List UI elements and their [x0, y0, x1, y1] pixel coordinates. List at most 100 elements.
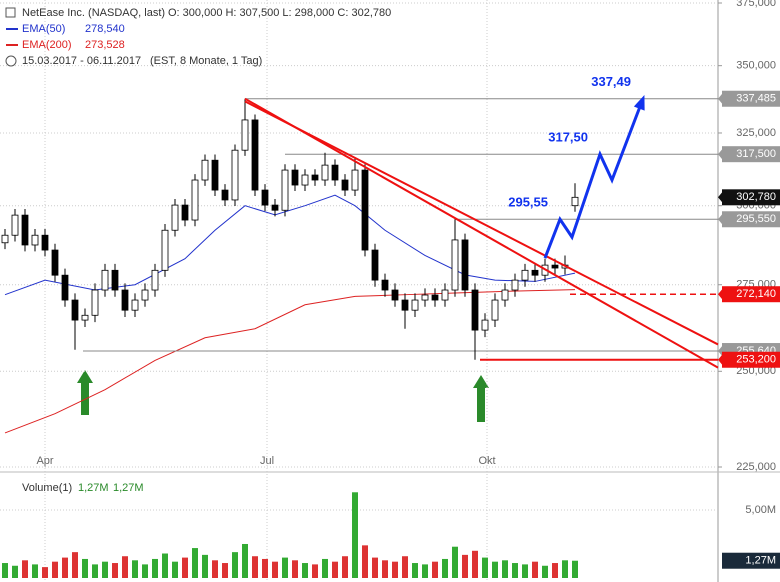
volume-bar — [492, 561, 498, 578]
volume-bar — [512, 563, 518, 578]
candle-body — [241, 119, 249, 151]
volume-bar — [82, 558, 88, 578]
candle-body — [211, 159, 219, 191]
candle-body — [201, 159, 209, 181]
volume-bar — [342, 556, 348, 578]
volume-bar — [562, 560, 568, 578]
volume-bar — [142, 564, 148, 578]
volume-bar — [522, 564, 528, 578]
candle-body — [311, 174, 319, 181]
volume-bar — [222, 563, 228, 578]
candle-body — [461, 239, 469, 291]
candle-body — [351, 169, 359, 191]
volume-bar — [422, 564, 428, 578]
volume-bar — [32, 564, 38, 578]
volume-bar — [232, 552, 238, 578]
volume-bar — [372, 557, 378, 578]
volume-bar — [332, 561, 338, 578]
candle-body — [261, 189, 269, 206]
candle-body — [61, 274, 69, 301]
level-tag-bg — [722, 286, 780, 303]
volume-bar — [242, 543, 248, 578]
candle-body — [431, 294, 439, 301]
range-note: (EST, 8 Monate, 1 Tag) — [150, 55, 262, 67]
level-tag-pointer — [718, 148, 723, 161]
candle-body — [401, 299, 409, 311]
candle-body — [471, 289, 479, 331]
candle-body — [531, 269, 539, 276]
volume-bar — [472, 550, 478, 578]
y-tick-label: 375,000 — [736, 0, 776, 9]
candle-body — [221, 189, 229, 201]
volume-bar — [502, 560, 508, 578]
header: NetEase Inc. (NASDAQ, last) O: 300,000 H… — [5, 7, 780, 569]
arrow — [77, 370, 93, 415]
volume-bar — [402, 556, 408, 578]
level-tag: 253,200 — [736, 354, 776, 366]
arrow-head — [633, 94, 645, 111]
volume-bar — [552, 563, 558, 578]
volume-bar — [162, 553, 168, 578]
last-price-tag: 302,780 — [736, 191, 776, 203]
candle-body — [181, 204, 189, 221]
volume-value: 1,27M — [113, 482, 144, 494]
candle-body — [491, 299, 499, 321]
volume-bar — [442, 558, 448, 578]
volume-bar — [92, 564, 98, 578]
level-tag-bg — [722, 351, 780, 368]
candle-body — [571, 196, 579, 207]
x-tick-label: Jul — [260, 455, 274, 467]
candle-body — [251, 119, 259, 191]
candle-body — [81, 314, 89, 321]
candle-body — [71, 299, 79, 321]
volume-bar — [182, 557, 188, 578]
projection-label: 317,50 — [548, 130, 588, 145]
candle-body — [141, 289, 149, 301]
candle-body — [521, 269, 529, 281]
level-tag-bg — [722, 211, 780, 228]
y-tick-label: 225,000 — [736, 461, 776, 473]
level-tag: 337,485 — [736, 93, 776, 105]
volume-bar — [152, 558, 158, 578]
ema-line — [4, 289, 576, 434]
candle-body — [21, 214, 29, 246]
candle-body — [101, 269, 109, 291]
candle-body — [171, 204, 179, 231]
level-tag: 272,140 — [736, 288, 776, 300]
volume-bar — [272, 561, 278, 578]
candle-body — [161, 229, 169, 271]
icon — [5, 7, 16, 18]
volume-bar — [252, 556, 258, 578]
candle-body — [481, 319, 489, 331]
volume-bar — [452, 546, 458, 578]
volume-bar — [302, 563, 308, 578]
candle-body — [131, 299, 139, 311]
level-tag-pointer — [718, 345, 723, 358]
candle-body — [361, 169, 369, 251]
projection-label: 295,55 — [508, 195, 548, 210]
trendline — [244, 100, 719, 346]
volume-bar — [482, 557, 488, 578]
volume-bar — [572, 560, 578, 578]
volume-tag: 1,27M — [745, 555, 776, 567]
y-tick-label: 350,000 — [736, 60, 776, 72]
candle-body — [121, 289, 129, 311]
volume-bar — [292, 560, 298, 578]
candle-body — [421, 294, 429, 301]
projection-label: 337,49 — [591, 74, 631, 89]
volume-bar — [12, 565, 18, 578]
level-tag-bg — [722, 90, 780, 107]
level-tag: 295,550 — [736, 213, 776, 225]
candle-body — [411, 299, 419, 311]
candle-body — [31, 234, 39, 246]
volume-bar — [22, 560, 28, 578]
volume-bar — [172, 561, 178, 578]
candle-body — [41, 234, 49, 251]
candle-body — [381, 279, 389, 291]
level-tag-pointer — [718, 288, 723, 301]
volume-title: Volume(1) — [22, 482, 72, 494]
